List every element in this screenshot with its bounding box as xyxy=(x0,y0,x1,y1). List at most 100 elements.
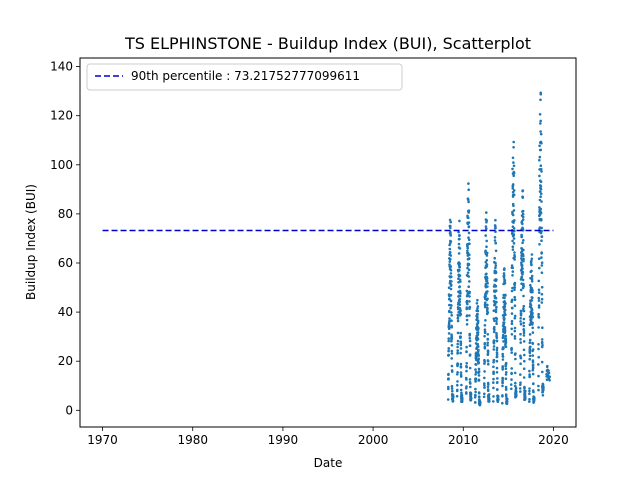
data-point xyxy=(512,140,515,144)
data-point xyxy=(512,193,516,197)
data-point xyxy=(541,343,544,347)
data-point xyxy=(485,292,488,295)
data-point xyxy=(494,264,498,267)
data-point xyxy=(492,360,495,364)
data-point xyxy=(503,317,506,320)
data-point xyxy=(530,280,534,283)
data-point xyxy=(483,376,486,380)
data-point xyxy=(522,340,526,343)
data-point xyxy=(495,317,499,321)
data-point xyxy=(521,222,524,226)
data-point xyxy=(502,274,506,277)
data-point xyxy=(495,346,499,350)
data-point xyxy=(512,237,516,240)
data-point xyxy=(456,383,459,387)
data-point xyxy=(540,226,543,230)
data-point xyxy=(531,363,535,367)
data-point xyxy=(521,195,524,199)
data-point xyxy=(503,296,506,300)
data-point xyxy=(511,213,515,217)
data-point xyxy=(501,380,504,384)
data-point xyxy=(486,341,490,345)
data-point xyxy=(493,319,496,323)
data-point xyxy=(539,192,543,196)
data-point xyxy=(492,365,495,369)
data-point xyxy=(456,339,460,343)
data-point xyxy=(521,209,525,213)
data-point xyxy=(503,305,507,308)
data-point xyxy=(521,278,525,282)
data-point xyxy=(476,342,480,346)
data-point xyxy=(484,249,487,253)
data-point xyxy=(504,337,508,341)
data-point xyxy=(477,357,481,361)
data-point xyxy=(449,299,453,303)
legend-box xyxy=(86,63,403,91)
data-point xyxy=(466,249,469,253)
data-point xyxy=(512,146,515,149)
data-point xyxy=(494,271,498,274)
data-point xyxy=(483,370,486,373)
data-point xyxy=(468,295,471,298)
data-point xyxy=(539,148,543,152)
data-point xyxy=(465,385,468,388)
data-point xyxy=(537,312,540,316)
data-point xyxy=(459,347,463,350)
data-point xyxy=(495,366,499,370)
x-tick-label: 2010 xyxy=(448,433,479,447)
data-point xyxy=(519,288,523,292)
data-point xyxy=(459,292,462,295)
data-point xyxy=(458,262,462,266)
data-point xyxy=(465,299,469,303)
data-point xyxy=(468,253,471,257)
data-point xyxy=(523,392,527,396)
data-point xyxy=(450,352,454,355)
data-point xyxy=(528,351,532,355)
data-point xyxy=(522,284,525,288)
data-point xyxy=(487,397,491,400)
data-point xyxy=(486,338,490,341)
data-point xyxy=(456,349,460,352)
data-point xyxy=(504,313,507,317)
data-point xyxy=(460,383,463,387)
data-point xyxy=(513,335,517,338)
data-point xyxy=(537,384,540,388)
data-point xyxy=(451,399,455,403)
data-point xyxy=(466,246,470,250)
data-point xyxy=(519,390,522,393)
data-point xyxy=(495,348,499,352)
data-point xyxy=(476,312,479,316)
data-point xyxy=(475,355,478,358)
data-point xyxy=(510,378,513,381)
data-point xyxy=(538,158,541,162)
data-point xyxy=(528,373,531,376)
y-tick-label: 120 xyxy=(50,109,73,123)
data-point xyxy=(542,385,545,389)
data-point xyxy=(503,279,507,282)
data-point xyxy=(511,248,515,251)
data-point xyxy=(494,289,498,293)
data-point xyxy=(521,218,525,221)
data-point xyxy=(468,353,472,357)
data-point xyxy=(468,334,472,337)
data-point xyxy=(512,233,516,236)
data-point xyxy=(540,141,543,145)
data-point xyxy=(522,257,525,261)
data-point xyxy=(483,331,487,335)
data-point xyxy=(540,218,543,221)
data-point xyxy=(520,275,524,279)
data-point xyxy=(492,386,495,390)
y-tick-label: 80 xyxy=(58,207,73,221)
data-point xyxy=(510,264,514,267)
data-point xyxy=(474,370,478,374)
data-point xyxy=(496,388,499,391)
data-point xyxy=(483,328,487,332)
data-point xyxy=(485,227,488,230)
data-point xyxy=(540,292,544,296)
data-point xyxy=(511,187,515,190)
data-point xyxy=(513,329,517,333)
data-point xyxy=(477,370,481,373)
data-point xyxy=(513,304,517,308)
data-point xyxy=(501,358,505,361)
data-point xyxy=(449,254,453,257)
